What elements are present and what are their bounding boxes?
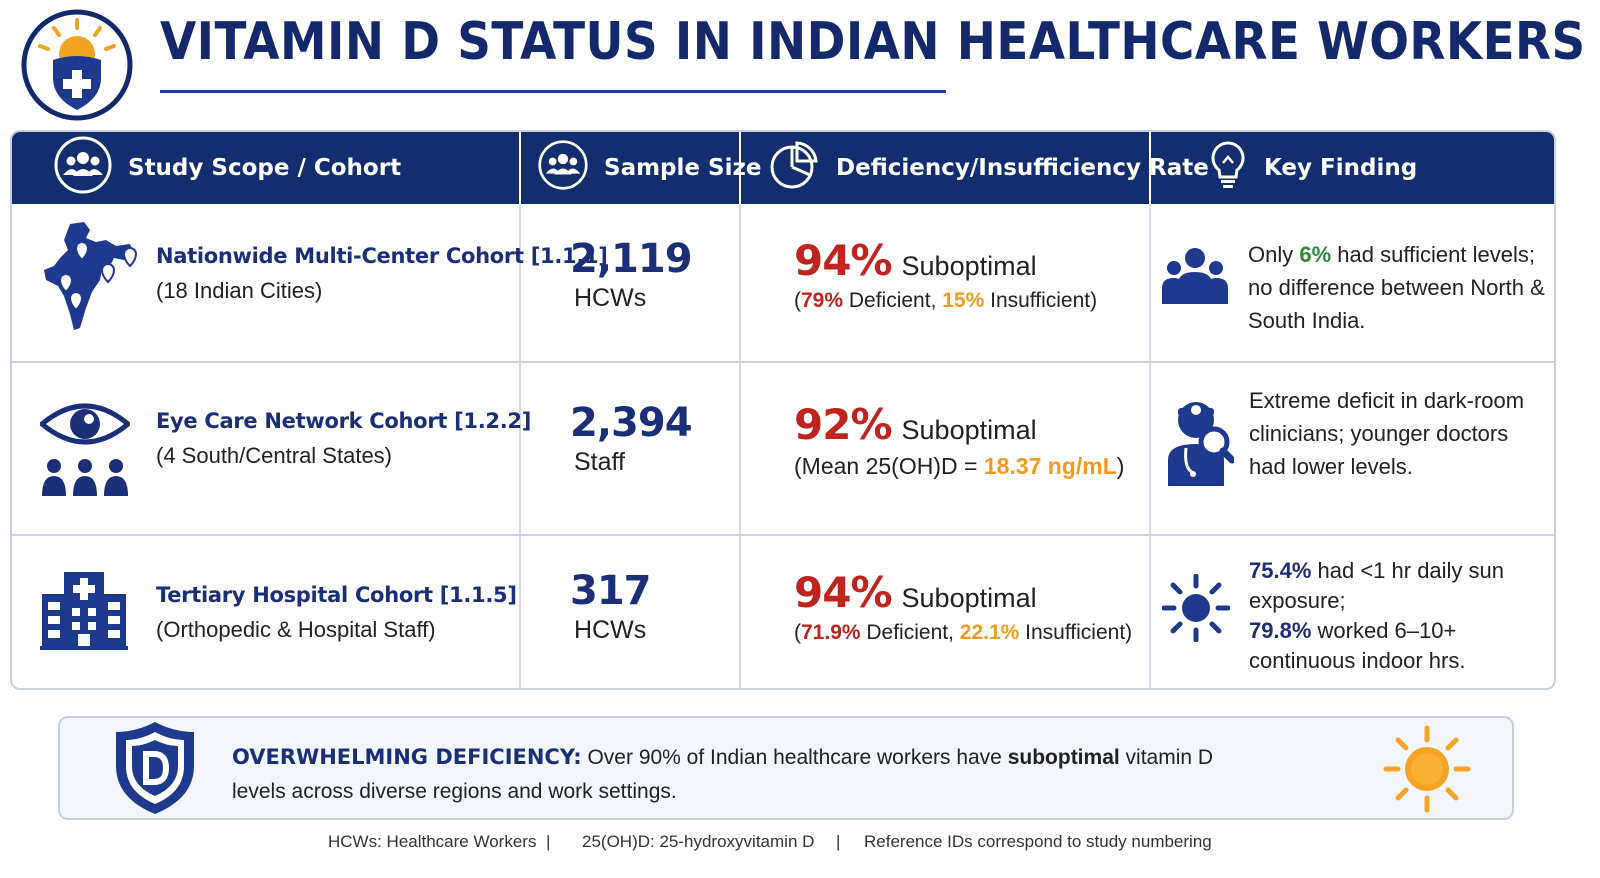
footer-abbreviation-25ohd: 25(OH)D: 25-hydroxyvitamin D: [582, 832, 815, 851]
footer-separator: |: [546, 832, 551, 851]
column-divider: [519, 204, 521, 688]
sample-size-cell: 317 HCWs: [570, 568, 651, 645]
rate-cell: 92% Suboptimal (Mean 25(OH)D = 18.37 ng/m…: [794, 400, 1124, 480]
column-divider: [1149, 204, 1151, 688]
study-table: Study Scope / Cohort Sample Size: [10, 130, 1556, 690]
cohort-name: Nationwide Multi-Center Cohort [1.1.1]: [156, 244, 608, 268]
footer-reference-note: Reference IDs correspond to study number…: [864, 832, 1212, 851]
summary-callout: OVERWHELMING DEFICIENCY: Over 90% of Ind…: [58, 716, 1514, 820]
table-header: Study Scope / Cohort Sample Size: [12, 132, 1554, 204]
rate-breakdown: (71.9% Deficient, 22.1% Insufficient): [794, 621, 1133, 644]
header-rate: Deficiency/Insufficiency Rate: [768, 132, 1209, 204]
cohort-cell: Eye Care Network Cohort [1.2.2] (4 South…: [156, 409, 531, 469]
rate-percent: 92%: [794, 400, 893, 449]
cohort-cell: Tertiary Hospital Cohort [1.1.5] (Orthop…: [156, 583, 517, 643]
hospital-building-icon: [40, 570, 128, 657]
sample-unit: HCWs: [574, 616, 647, 644]
cohort-subtitle: (18 Indian Cities): [156, 278, 323, 303]
header-divider: [739, 132, 741, 204]
india-map-icon: [40, 220, 140, 341]
rate-percent: 94%: [794, 236, 893, 285]
rate-percent: 94%: [794, 568, 893, 617]
cohort-name: Tertiary Hospital Cohort [1.1.5]: [156, 583, 517, 607]
title-underline: [160, 90, 946, 93]
sample-size-cell: 2,394 Staff: [570, 400, 693, 477]
sun-shield-medical-icon: [20, 8, 134, 122]
sample-unit: Staff: [574, 448, 625, 476]
row-divider: [12, 534, 1554, 536]
sample-unit: HCWs: [574, 284, 647, 312]
pie-chart-icon: [768, 139, 820, 197]
rate-breakdown: (79% Deficient, 15% Insufficient): [794, 289, 1098, 312]
cohort-cell: Nationwide Multi-Center Cohort [1.1.1] (…: [156, 244, 608, 304]
header-sample-size: Sample Size: [538, 132, 761, 204]
page-title: VITAMIN D STATUS IN INDIAN HEALTHCARE WO…: [160, 12, 1586, 72]
sample-number: 2,394: [570, 400, 693, 446]
key-finding: Extreme deficit in dark-room clinicians;…: [1249, 388, 1525, 479]
sample-size-cell: 2,119 HCWs: [570, 236, 693, 313]
header-divider: [519, 132, 521, 204]
sun-icon: [1382, 724, 1472, 819]
row-divider: [12, 361, 1554, 363]
header-key-finding: Key Finding: [1208, 132, 1417, 204]
sun-icon: [1161, 573, 1231, 647]
key-finding: 75.4% had <1 hr daily sun exposure; 79.8%…: [1249, 558, 1505, 673]
key-finding: Only 6% had sufficient levels; no differ…: [1248, 242, 1545, 333]
header-divider: [1149, 132, 1151, 204]
group-icon: [54, 136, 112, 200]
callout-text: OVERWHELMING DEFICIENCY: Over 90% of Ind…: [232, 745, 1214, 803]
footer-separator: |: [836, 832, 841, 851]
doctor-magnifier-icon: [1166, 396, 1236, 491]
cohort-subtitle: (4 South/Central States): [156, 443, 393, 468]
rate-breakdown: (Mean 25(OH)D = 18.37 ng/mL): [794, 453, 1125, 479]
people-group-icon: [1162, 244, 1228, 313]
callout-headline: OVERWHELMING DEFICIENCY:: [232, 745, 582, 769]
rate-cell: 94% Suboptimal (79% Deficient, 15% Insuff…: [794, 236, 1097, 313]
rate-label: Suboptimal: [901, 415, 1037, 445]
rate-label: Suboptimal: [901, 583, 1037, 613]
eye-people-icon: [38, 394, 132, 503]
sample-number: 2,119: [570, 236, 693, 282]
header-study-scope: Study Scope / Cohort: [54, 132, 401, 204]
cohort-name: Eye Care Network Cohort [1.2.2]: [156, 409, 532, 433]
footer-abbreviation-hcw: HCWs: Healthcare Workers: [328, 832, 537, 851]
sample-number: 317: [570, 568, 651, 614]
column-divider: [739, 204, 741, 688]
rate-label: Suboptimal: [901, 251, 1037, 281]
group-icon: [538, 140, 588, 196]
cohort-subtitle: (Orthopedic & Hospital Staff): [156, 617, 436, 642]
rate-cell: 94% Suboptimal (71.9% Deficient, 22.1% In…: [794, 568, 1132, 645]
lightbulb-icon: [1208, 139, 1248, 197]
vitamin-d-shield-icon: [112, 720, 198, 821]
